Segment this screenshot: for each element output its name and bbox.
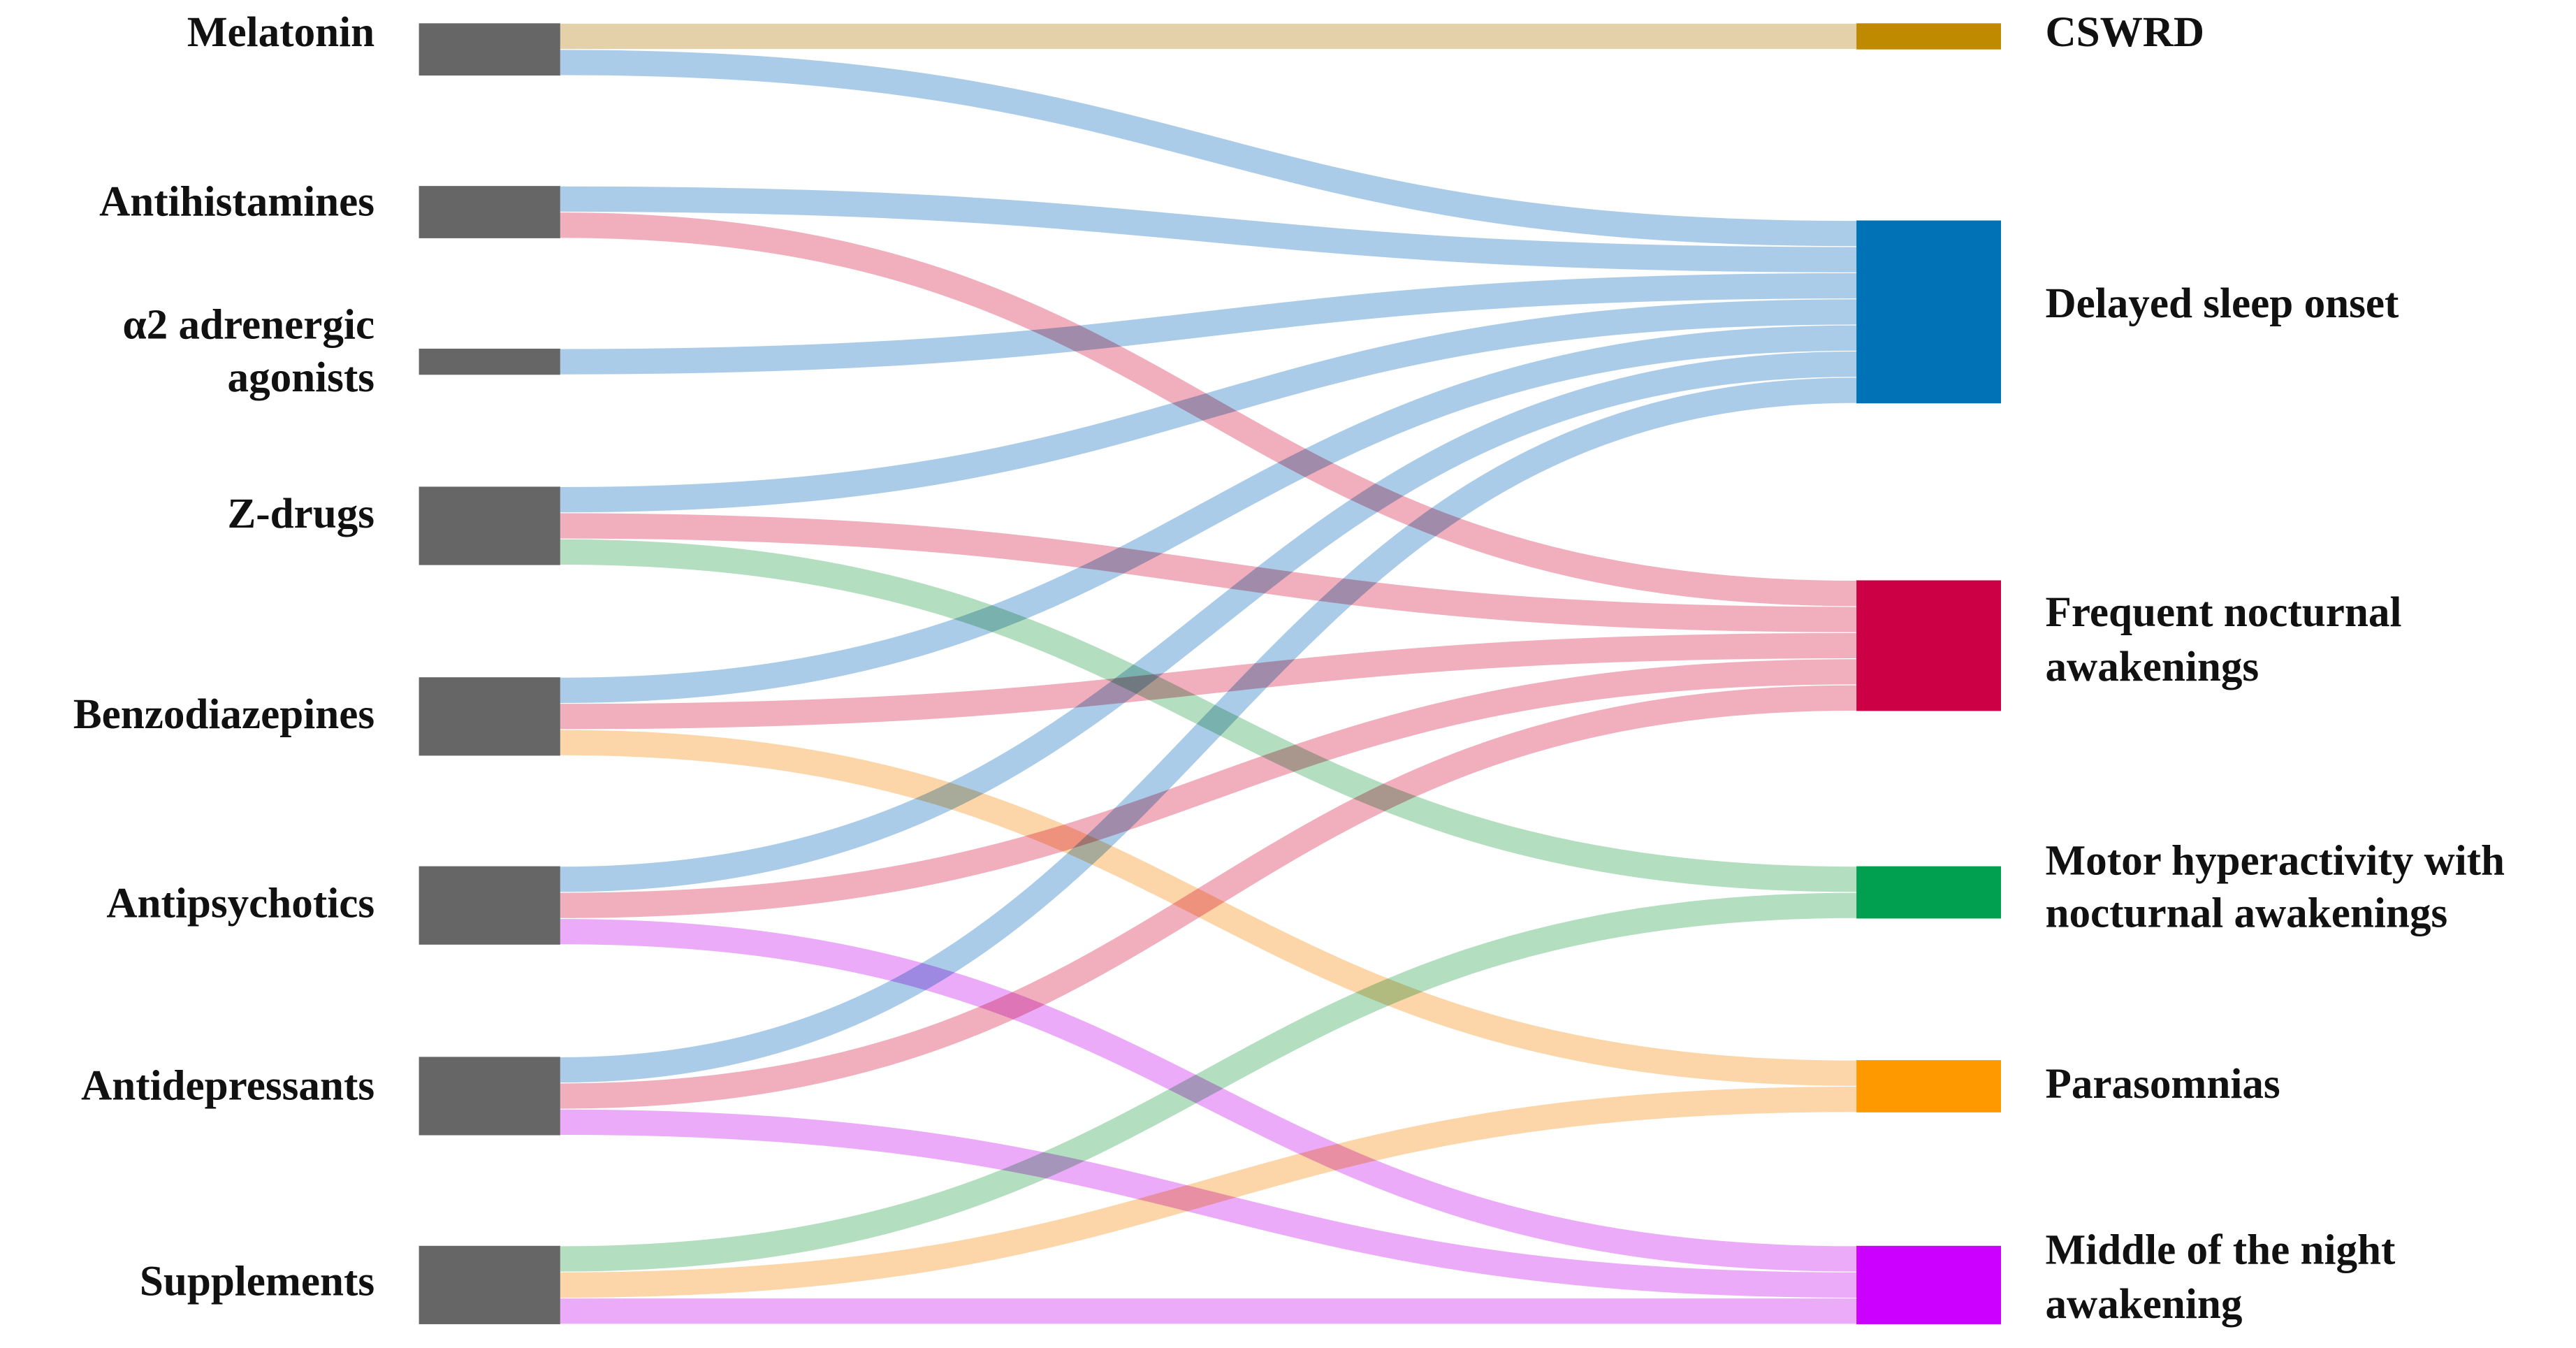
link [560,632,1857,730]
target-label: Frequent nocturnal [2045,589,2401,636]
source-label: Melatonin [187,9,374,56]
link [560,377,1857,1083]
source-node [419,1057,560,1136]
source-label: Z-drugs [228,491,375,537]
source-node [419,1245,560,1324]
link [560,513,1857,632]
target-label: Delayed sleep onset [2045,280,2399,327]
link [560,352,1857,892]
link [560,273,1857,375]
source-label: Antidepressants [81,1062,374,1109]
source-node [419,866,560,945]
source-label: Antipsychotics [106,880,374,927]
source-label: α2 adrenergic [123,302,375,349]
source-label: Antihistamines [99,178,374,225]
target-node [1856,1060,2002,1113]
source-label: agonists [228,354,375,401]
target-node [1856,866,2002,919]
link [560,1087,1857,1298]
target-node [1856,580,2002,711]
link [560,325,1857,704]
source-node [419,486,560,565]
target-label: Middle of the night [2045,1227,2396,1274]
source-node [419,677,560,756]
link [560,186,1857,273]
source-node [419,186,560,238]
target-label: Motor hyperactivity with [2045,837,2505,884]
target-label: nocturnal awakenings [2045,890,2447,937]
target-node [1856,220,2002,404]
target-label: awakenings [2045,644,2259,690]
source-node [419,23,560,76]
link [560,659,1857,918]
links [560,23,1857,1324]
link [560,892,1857,1272]
link [560,299,1857,513]
source-label: Supplements [140,1258,374,1305]
target-label: CSWRD [2045,9,2204,56]
source-node [419,348,560,375]
source-label: Benzodiazepines [73,691,374,738]
target-node [1856,1245,2002,1324]
target-label: awakening [2045,1281,2242,1328]
link [560,50,1857,247]
target-node [1856,23,2002,50]
link [560,685,1857,1109]
target-label: Parasomnias [2045,1061,2280,1108]
